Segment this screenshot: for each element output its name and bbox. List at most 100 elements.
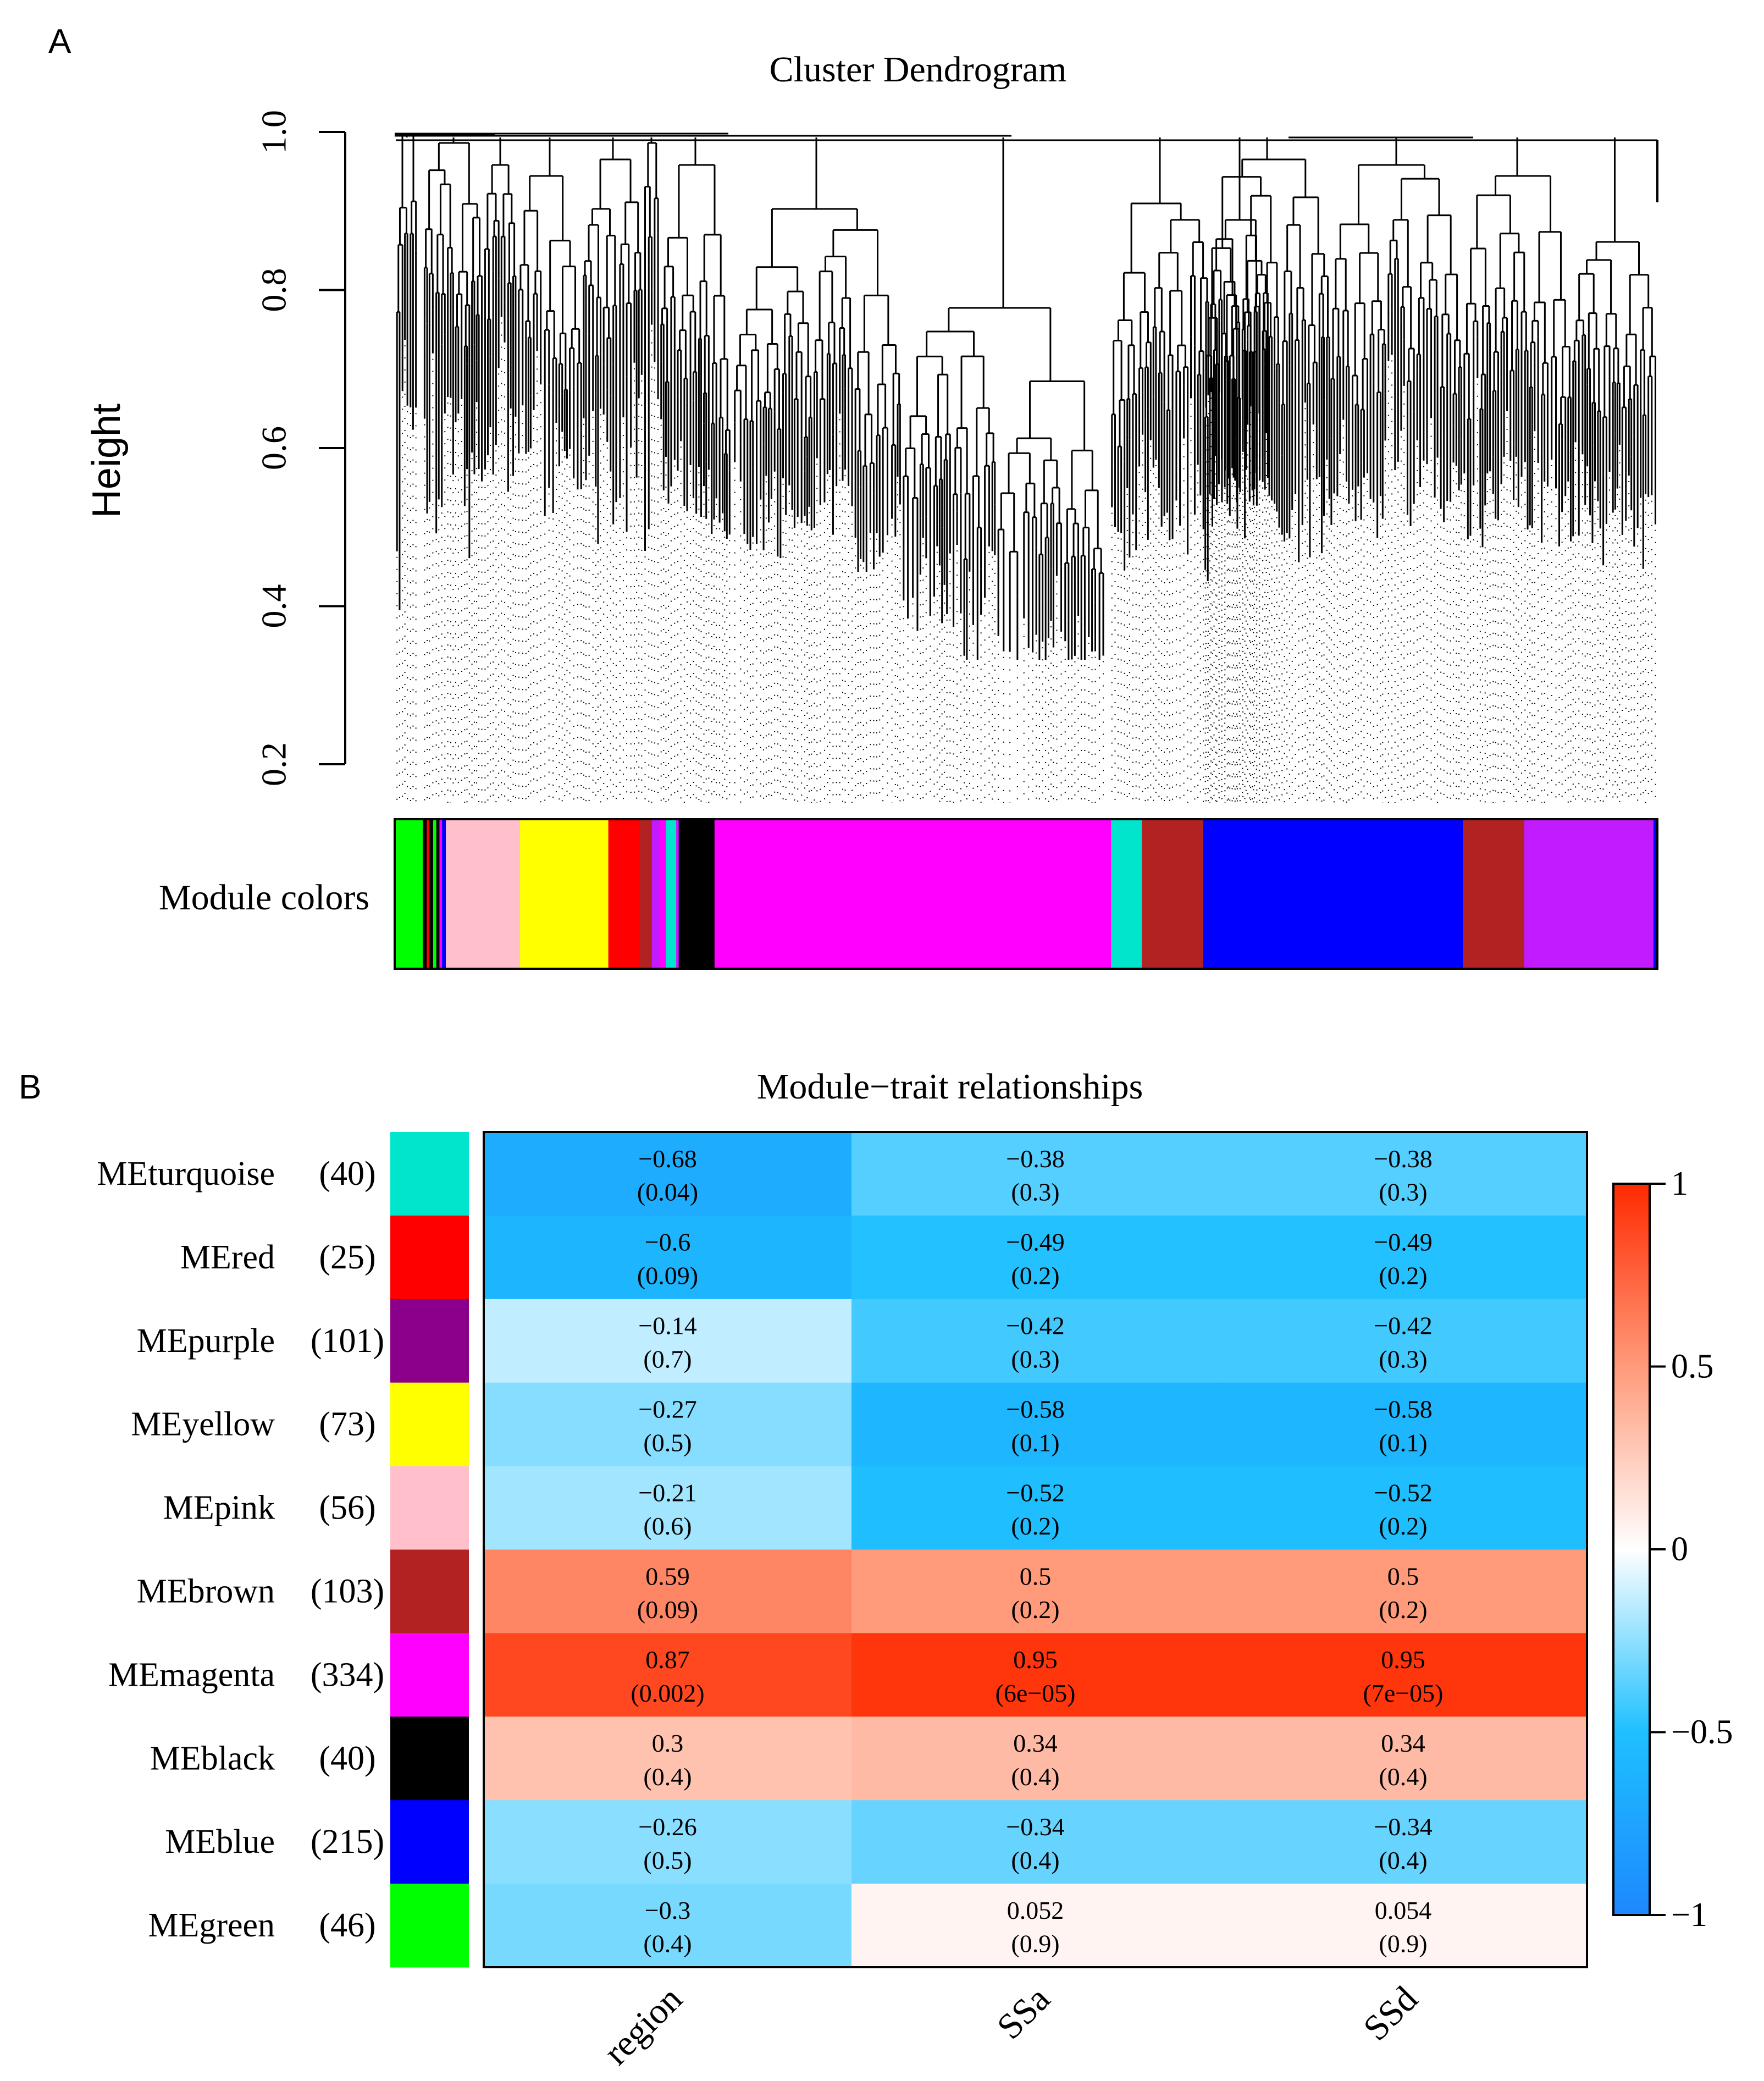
colorbar-tick-label: 0 [1671, 1531, 1688, 1568]
cell-pvalue: (0.2) [1379, 1261, 1427, 1289]
heatmap-cell [851, 1884, 1220, 1968]
cell-correlation: −0.42 [1374, 1312, 1432, 1340]
cell-correlation: 0.5 [1387, 1562, 1419, 1590]
module-color-segment [714, 819, 1112, 969]
row-count: (73) [319, 1406, 375, 1443]
module-color-segment [395, 819, 423, 969]
cell-pvalue: (0.09) [637, 1596, 698, 1624]
cell-correlation: −0.34 [1006, 1813, 1064, 1841]
cell-correlation: −0.52 [1006, 1478, 1064, 1506]
heatmap-cell [851, 1549, 1220, 1633]
heatmap-cell [1219, 1549, 1588, 1633]
row-label: MEpurple [137, 1322, 275, 1360]
cell-pvalue: (0.4) [1379, 1846, 1427, 1874]
cell-correlation: −0.68 [638, 1145, 696, 1173]
colorbar-tick-label: 0.5 [1671, 1348, 1714, 1386]
row-count: (56) [319, 1489, 375, 1527]
cell-correlation: 0.054 [1375, 1896, 1432, 1924]
module-color-segment [423, 819, 427, 969]
row-label: MEbrown [137, 1572, 275, 1610]
heatmap-cell [851, 1466, 1220, 1550]
heatmap-cell [851, 1800, 1220, 1884]
row-count: (334) [311, 1656, 384, 1693]
colorbar-ticks: 1 0.5 0 −0.5 −1 [1650, 1165, 1733, 1934]
module-swatch [390, 1466, 469, 1550]
cell-correlation: −0.58 [1006, 1395, 1064, 1423]
cell-pvalue: (0.09) [637, 1261, 698, 1289]
cell-pvalue: (0.4) [1011, 1846, 1059, 1874]
module-swatch [390, 1382, 469, 1467]
cell-correlation: 0.5 [1020, 1562, 1052, 1590]
module-color-segment [520, 819, 609, 969]
cell-pvalue: (0.4) [1379, 1763, 1427, 1791]
cell-pvalue: (0.4) [643, 1930, 692, 1958]
cell-correlation: 0.3 [652, 1729, 684, 1757]
cell-correlation: −0.58 [1374, 1395, 1432, 1423]
cell-pvalue: (0.7) [643, 1345, 692, 1373]
heatmap-cell [484, 1633, 852, 1717]
module-color-segment [666, 819, 677, 969]
cell-correlation: −0.49 [1374, 1228, 1432, 1256]
cell-correlation: −0.27 [638, 1395, 696, 1423]
heatmap-cell [1219, 1466, 1588, 1550]
cell-correlation: −0.38 [1374, 1145, 1432, 1173]
module-color-segment [678, 819, 715, 969]
row-count: (103) [311, 1572, 384, 1610]
module-color-segment [659, 819, 666, 969]
heatmap-x-labels: region SSa SSd [596, 1979, 1425, 2073]
heatmap-cell [1219, 1716, 1588, 1801]
cell-correlation: −0.38 [1006, 1145, 1064, 1173]
module-color-segment [442, 819, 446, 969]
y-tick-label: 0.8 [255, 268, 294, 312]
row-label: MEgreen [148, 1907, 275, 1944]
module-color-segment [1463, 819, 1525, 969]
heatmap-cell [851, 1299, 1220, 1383]
heatmap-cell [1219, 1382, 1588, 1467]
module-swatch [390, 1884, 469, 1968]
cell-pvalue: (0.2) [1011, 1261, 1059, 1289]
module-swatch [390, 1299, 469, 1383]
y-tick-label: 0.4 [255, 584, 294, 628]
cell-correlation: −0.6 [645, 1228, 690, 1256]
dendrogram-tree [395, 133, 1658, 803]
module-colors-label: Module colors [159, 877, 369, 918]
panel-label-a: A [48, 23, 71, 60]
heatmap-cell [851, 1132, 1220, 1216]
module-color-segment [436, 819, 440, 969]
x-category-label: region [596, 1979, 690, 2073]
heatmap-cell [851, 1633, 1220, 1717]
heatmap-cell [484, 1466, 852, 1550]
dendrogram-y-label: Height [85, 404, 129, 518]
cell-pvalue: (0.6) [643, 1512, 692, 1540]
cell-pvalue: (0.3) [1379, 1345, 1427, 1373]
cell-pvalue: (0.2) [1379, 1512, 1427, 1540]
cell-correlation: −0.49 [1006, 1228, 1064, 1256]
row-label: MEblue [165, 1823, 275, 1861]
cell-pvalue: (6e−05) [996, 1679, 1076, 1707]
cell-correlation: −0.52 [1374, 1478, 1432, 1506]
cell-correlation: 0.59 [645, 1562, 690, 1590]
cell-pvalue: (0.9) [1379, 1930, 1427, 1958]
heatmap-cell [484, 1382, 852, 1467]
x-category-label: SSd [1356, 1979, 1425, 2049]
module-color-segment [676, 819, 679, 969]
cell-pvalue: (0.4) [643, 1763, 692, 1791]
colorbar-tick-label: −1 [1671, 1896, 1707, 1934]
cell-correlation: −0.26 [638, 1813, 696, 1841]
module-color-segment [651, 819, 660, 969]
heatmap-frame [483, 1131, 1588, 1968]
cell-pvalue: (0.2) [1011, 1596, 1059, 1624]
cell-pvalue: (0.9) [1011, 1930, 1059, 1958]
heatmap-rows: MEturquoise (40) MEred (25) MEpurple (101) MEy… [97, 1132, 469, 1968]
cell-correlation: −0.34 [1374, 1813, 1432, 1841]
panel-label-b: B [19, 1068, 41, 1106]
module-color-segment [1524, 819, 1654, 969]
heatmap-cell [851, 1382, 1220, 1467]
row-count: (101) [311, 1322, 384, 1360]
cell-pvalue: (0.5) [643, 1428, 692, 1456]
heatmap-cell [484, 1800, 852, 1884]
y-tick-label: 1.0 [255, 110, 294, 154]
cell-pvalue: (0.5) [643, 1846, 692, 1874]
row-count: (46) [319, 1907, 375, 1944]
